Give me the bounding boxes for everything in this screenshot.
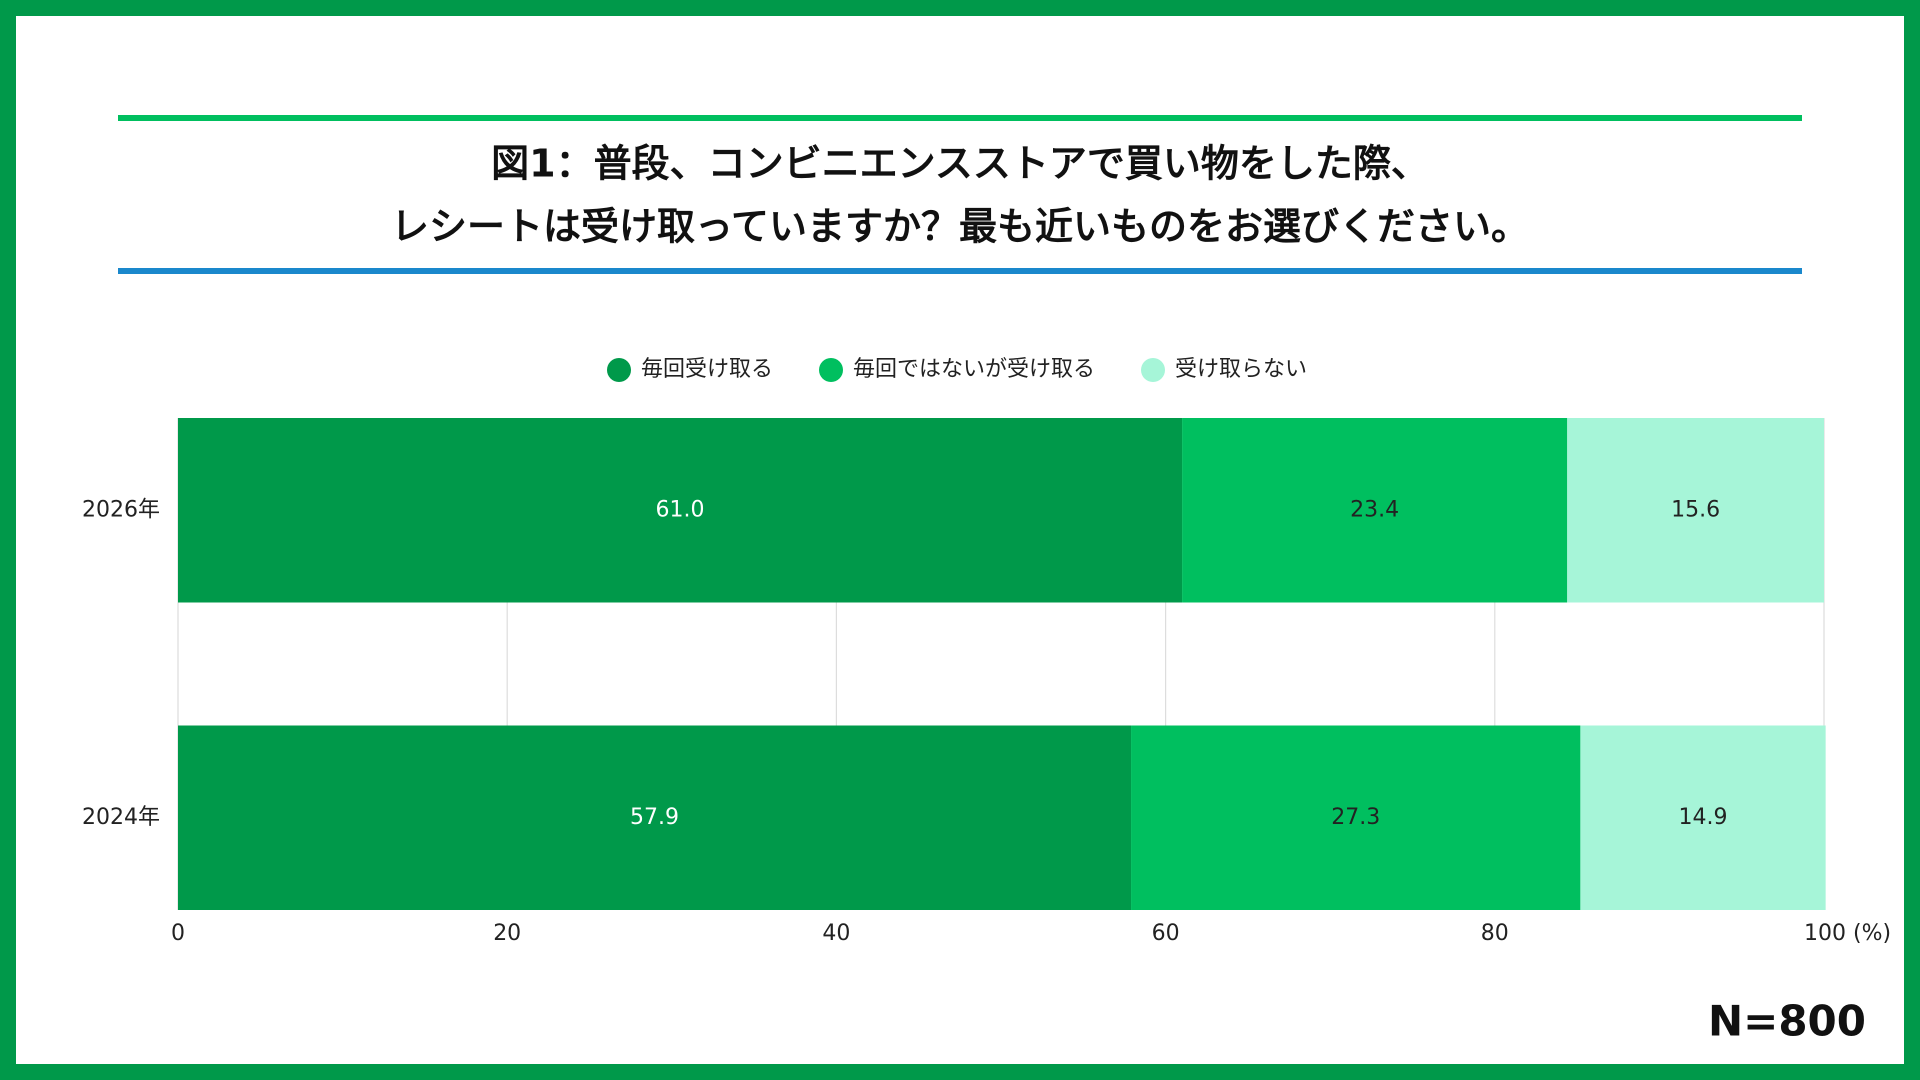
y-tick-label: 2024年 (82, 805, 160, 830)
x-tick-label: 0 (171, 921, 185, 946)
bar-segment (1182, 418, 1568, 603)
legend-label: 受け取らない (1175, 357, 1307, 382)
value-label: 15.6 (1671, 497, 1720, 522)
bar-segment (1567, 418, 1824, 603)
legend-swatch (607, 358, 631, 382)
x-tick-label: 40 (822, 921, 850, 946)
y-tick-label: 2026年 (82, 497, 160, 522)
legend-label: 毎回ではないが受け取る (853, 357, 1095, 382)
bar-segment (1131, 725, 1581, 910)
x-tick-label: 60 (1152, 921, 1180, 946)
x-tick-label: 100 (%) (1804, 921, 1891, 946)
chart-title: 図1：普段、コンビニエンスストアで買い物をした際、 (491, 142, 1429, 186)
title-rule-top (118, 115, 1802, 121)
bar-segment (178, 725, 1132, 910)
x-tick-label: 20 (493, 921, 521, 946)
value-label: 14.9 (1679, 805, 1728, 830)
chart-subtitle: レシートは受け取っていますか？最も近いものをお選びください。 (391, 205, 1529, 249)
value-label: 23.4 (1350, 497, 1399, 522)
x-tick-label: 80 (1481, 921, 1509, 946)
value-label: 61.0 (656, 497, 705, 522)
value-label: 57.9 (630, 805, 679, 830)
legend-label: 毎回受け取る (641, 357, 773, 382)
bar-segment (178, 418, 1183, 603)
title-rule-bottom (118, 268, 1802, 274)
legend-swatch (1141, 358, 1165, 382)
legend-swatch (819, 358, 843, 382)
bar-segment (1580, 725, 1826, 910)
value-label: 27.3 (1331, 805, 1380, 830)
sample-note: N=800 (1708, 997, 1866, 1046)
